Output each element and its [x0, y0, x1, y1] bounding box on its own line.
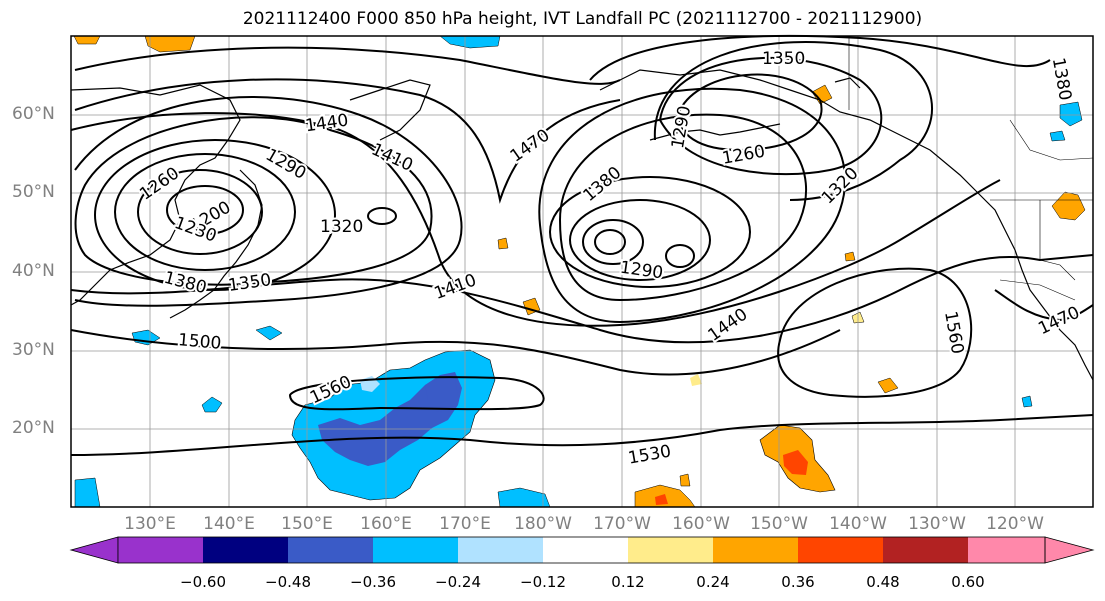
colorbar-tick-label: −0.12 [520, 573, 566, 591]
lon-label: 160°W [672, 514, 730, 534]
colorbar-tick-label: −0.24 [435, 573, 481, 591]
colorbar-extend-high [1044, 536, 1095, 564]
colorbar-segment [118, 537, 203, 563]
lon-label: 170°E [439, 514, 491, 534]
lon-label: 130°E [124, 514, 176, 534]
colorbar-segment [628, 537, 713, 563]
colorbar-segment [713, 537, 798, 563]
lon-label: 180°W [514, 514, 572, 534]
map-title: 2021112400 F000 850 hPa height, IVT Land… [242, 9, 923, 29]
colorbar [69, 536, 1095, 564]
lat-label: 60°N [12, 104, 55, 124]
contour-label: 1500 [177, 330, 222, 354]
lat-label: 40°N [12, 261, 55, 281]
colorbar-segment [798, 537, 883, 563]
colorbar-segment [373, 537, 458, 563]
colorbar-tick-label: −0.60 [180, 573, 226, 591]
lat-label: 20°N [12, 418, 55, 438]
colorbar-tick-label: 0.12 [611, 573, 645, 591]
lon-label: 150°E [281, 514, 333, 534]
lon-label: 140°W [829, 514, 887, 534]
colorbar-tick-label: 0.36 [781, 573, 815, 591]
colorbar-extend-low [69, 536, 119, 564]
height-contours [70, 34, 1094, 456]
lon-label: 160°E [360, 514, 412, 534]
lon-label: 150°W [750, 514, 808, 534]
colorbar-segment [288, 537, 373, 563]
colorbar-segment [968, 537, 1045, 563]
graticule [71, 36, 1093, 507]
lon-label: 140°E [203, 514, 255, 534]
lon-label: 130°W [908, 514, 966, 534]
political-borders [848, 36, 1094, 301]
contour-label: 1350 [762, 49, 805, 69]
lat-label: 30°N [12, 340, 55, 360]
map-frame [70, 35, 1094, 508]
colorbar-segment [543, 537, 628, 563]
ivt-negative-shading [74, 35, 1083, 508]
lon-label: 120°W [986, 514, 1044, 534]
lon-label: 170°W [593, 514, 651, 534]
colorbar-segment [203, 537, 288, 563]
colorbar-tick-label: 0.60 [951, 573, 985, 591]
colorbar-tick-label: 0.24 [696, 573, 730, 591]
colorbar-tick-label: −0.36 [350, 573, 396, 591]
ivt-positive-shading [73, 35, 1086, 508]
colorbar-tick-label: −0.48 [265, 573, 311, 591]
colorbar-tick-label: 0.48 [866, 573, 900, 591]
lat-label: 50°N [12, 182, 55, 202]
colorbar-segment [883, 537, 968, 563]
contour-label: 1320 [320, 217, 363, 237]
colorbar-segment [458, 537, 543, 563]
